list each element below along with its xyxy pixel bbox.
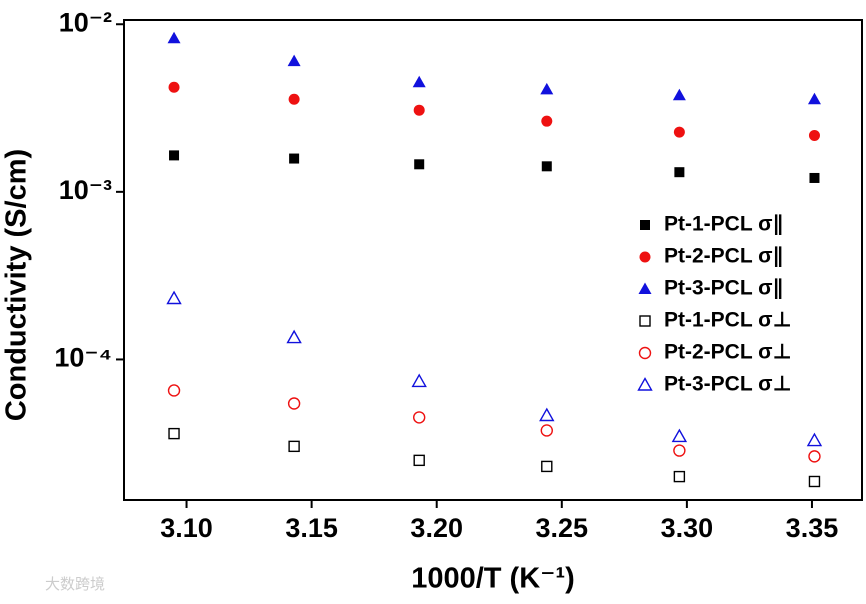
marker-triangle xyxy=(806,432,823,447)
marker-triangle xyxy=(539,407,555,422)
marker-circle xyxy=(673,126,685,138)
marker-circle xyxy=(541,115,553,127)
marker-triangle xyxy=(807,92,821,105)
marker-square xyxy=(289,153,300,164)
legend-marker xyxy=(637,377,653,391)
watermark: 大数跨境 xyxy=(45,575,105,593)
legend-marker xyxy=(638,346,652,360)
x-tick-label: 3.25 xyxy=(536,513,589,543)
legend-marker xyxy=(640,220,650,230)
y-tick-label: 10⁻⁴ xyxy=(54,343,112,373)
x-tick-label: 3.35 xyxy=(786,513,839,543)
marker-square xyxy=(413,454,425,467)
marker-square xyxy=(414,159,425,170)
marker-triangle xyxy=(167,31,181,44)
marker-triangle xyxy=(671,428,688,443)
marker-circle xyxy=(168,81,180,93)
legend-marker xyxy=(638,282,652,294)
legend-label: Pt-2-PCL σ∥ xyxy=(664,245,783,268)
x-axis-title: 1000/T (K⁻¹) xyxy=(411,563,575,595)
marker-circle xyxy=(808,129,820,141)
y-tick-label: 10⁻² xyxy=(59,7,112,37)
marker-square xyxy=(541,161,552,172)
marker-circle xyxy=(167,384,181,397)
legend-label: Pt-3-PCL σ⊥ xyxy=(664,373,792,396)
marker-triangle xyxy=(166,290,182,305)
marker-square xyxy=(673,470,686,483)
marker-square xyxy=(808,475,821,488)
legend-marker xyxy=(639,315,651,327)
legend-label: Pt-1-PCL σ∥ xyxy=(664,213,783,236)
x-tick-label: 3.30 xyxy=(661,513,714,543)
plot-frame xyxy=(123,19,863,501)
marker-square xyxy=(809,172,820,183)
marker-square xyxy=(169,150,180,161)
x-tick-label: 3.10 xyxy=(160,513,213,543)
marker-circle xyxy=(673,444,686,457)
marker-circle xyxy=(287,397,301,410)
marker-triangle xyxy=(411,373,427,388)
marker-square xyxy=(288,440,300,453)
marker-triangle xyxy=(412,75,426,88)
marker-square xyxy=(168,427,180,440)
marker-triangle xyxy=(540,82,554,95)
marker-circle xyxy=(808,450,821,463)
marker-triangle xyxy=(672,88,686,101)
y-axis-title: Conductivity (S/cm) xyxy=(1,149,33,421)
marker-triangle xyxy=(287,54,301,67)
legend-label: Pt-2-PCL σ⊥ xyxy=(664,341,792,364)
legend-marker xyxy=(639,251,651,263)
x-tick-label: 3.15 xyxy=(285,513,338,543)
marker-circle xyxy=(413,411,426,424)
marker-square xyxy=(674,167,685,178)
marker-circle xyxy=(288,93,300,105)
legend-label: Pt-3-PCL σ∥ xyxy=(664,277,783,300)
x-tick-label: 3.20 xyxy=(410,513,463,543)
marker-triangle xyxy=(286,329,302,344)
marker-circle xyxy=(413,104,425,116)
marker-circle xyxy=(540,424,553,437)
legend-label: Pt-1-PCL σ⊥ xyxy=(664,309,792,332)
marker-square xyxy=(541,460,553,473)
y-tick-label: 10⁻³ xyxy=(59,175,112,205)
